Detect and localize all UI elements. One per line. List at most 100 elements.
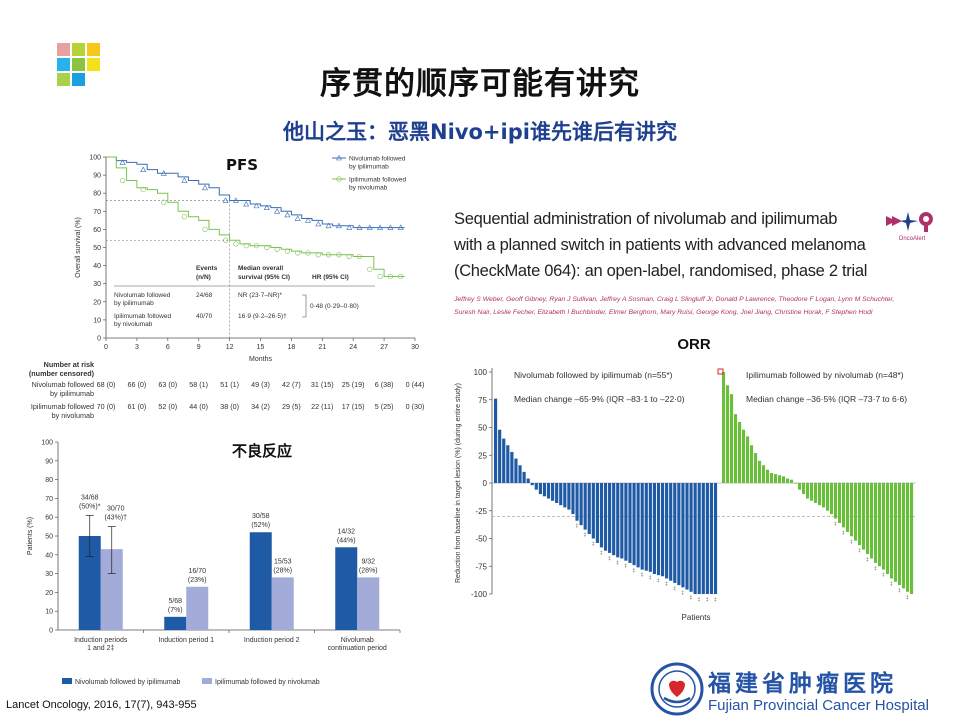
pfs-y-tick-label: 100	[89, 155, 101, 162]
pfs-hr-header: HR (95% CI)	[312, 274, 349, 281]
orr-bar	[518, 465, 522, 483]
orr-bar	[705, 483, 709, 594]
ae-y-tick-label: 20	[45, 590, 53, 597]
orr-bar-annotation: ‡	[850, 539, 853, 545]
orr-series-name: Ipilimumab followed by nivolumab (n=48*)	[746, 370, 904, 380]
pfs-censor-mark	[366, 224, 373, 230]
orr-bar	[673, 483, 677, 583]
pfs-censor-mark	[181, 214, 187, 220]
pfs-x-tick-label: 3	[135, 344, 139, 351]
pfs-median-header: Median overall	[238, 265, 283, 272]
oncoalert-text: OncoAlert	[899, 236, 926, 242]
pfs-legend-label: Ipilimumab followed	[349, 177, 406, 184]
orr-bar	[514, 458, 518, 483]
orr-bar-annotation: ‡	[649, 575, 652, 581]
pfs-series-line	[106, 156, 405, 229]
ae-bar-label: 15/53	[274, 558, 292, 565]
orr-y-tick-label: -50	[475, 535, 487, 544]
orr-bar	[866, 483, 870, 555]
risk-table-row: Nivolumab followed by ipilimumab 68 (0) 66 …	[20, 380, 430, 402]
orr-bar	[652, 483, 657, 575]
risk-table-value: 42 (7)	[282, 380, 301, 389]
pfs-y-tick-label: 10	[93, 317, 101, 324]
ae-y-axis-label: Patients (%)	[27, 517, 34, 555]
orr-series-name: Nivolumab followed by ipilimumab (n=55*)	[514, 370, 673, 380]
pfs-censor-mark	[161, 199, 167, 205]
orr-bar	[838, 483, 842, 523]
orr-bar-annotation: ‡	[834, 522, 837, 528]
pfs-censor-mark	[263, 204, 270, 210]
orr-bar	[555, 483, 559, 503]
orr-bar	[850, 483, 854, 537]
orr-bar	[510, 451, 514, 483]
orr-y-tick-label: -75	[475, 562, 487, 571]
pfs-censor-mark	[284, 248, 290, 254]
ae-category-label: 1 and 2‡	[87, 645, 114, 652]
pfs-censor-mark	[284, 211, 291, 218]
orr-y-tick-label: 50	[478, 424, 487, 433]
pfs-median-header: survival (95% CI)	[238, 274, 290, 281]
orr-y-tick-label: 100	[474, 368, 488, 377]
pfs-censor-mark	[397, 224, 404, 230]
pfs-label: PFS	[226, 156, 259, 174]
pfs-x-tick-label: 18	[288, 344, 296, 351]
pfs-censor-mark	[377, 273, 383, 280]
orr-bar	[551, 483, 555, 501]
orr-bar	[790, 479, 794, 483]
orr-bar	[628, 483, 632, 563]
slide-subtitle: 他山之玉：恶黑Nivo+ipi谁先谁后有讲究	[283, 120, 677, 144]
orr-bar	[878, 483, 882, 567]
pfs-row-events: 40/70	[196, 313, 213, 320]
pfs-censor-mark	[140, 166, 147, 172]
orr-bar	[494, 398, 498, 483]
orr-bar	[697, 483, 701, 594]
logo-square	[72, 43, 85, 56]
paper-authors-line: Suresh Nair, Leslie Fecher, Elizabeth I …	[454, 308, 873, 316]
orr-bar	[734, 414, 738, 483]
risk-table-arm: Nivolumab followed	[31, 380, 94, 389]
pfs-censor-mark	[140, 186, 146, 193]
risk-table-value: 22 (11)	[311, 402, 334, 411]
ae-y-tick-label: 80	[45, 477, 53, 484]
risk-table-value: 0 (30)	[405, 402, 425, 411]
pfs-x-tick-label: 9	[197, 344, 201, 351]
orr-bar	[750, 445, 754, 483]
orr-bar	[502, 438, 506, 483]
risk-table-header-line: Number at risk	[43, 360, 94, 369]
orr-bar	[794, 483, 798, 484]
slide-title: 序贯的顺序可能有讲究	[320, 66, 640, 102]
paper-title-line: (CheckMate 064): an open-label, randomis…	[454, 262, 868, 280]
logo-square	[87, 43, 100, 56]
risk-table-value: 0 (44)	[405, 380, 425, 389]
ae-bar	[186, 586, 209, 630]
orr-bar	[681, 483, 685, 588]
ae-y-tick-label: 30	[45, 571, 53, 578]
pfs-censor-mark	[243, 243, 249, 249]
ae-bar-label: 9/32	[361, 558, 375, 565]
orr-bar-annotation: ‡	[698, 597, 701, 603]
orr-bar	[862, 483, 866, 550]
orr-bar-annotation: ‡	[874, 566, 877, 572]
ae-bar-label: 34/68	[81, 494, 99, 501]
ae-bar	[357, 577, 380, 630]
orr-bar-annotation: ‡	[665, 581, 668, 587]
pfs-events-header: Events	[196, 265, 218, 272]
ae-y-tick-label: 60	[45, 515, 53, 522]
orr-y-axis-label: Reduction from baseline in target lesion…	[455, 383, 462, 583]
pfs-censor-mark	[326, 252, 332, 258]
pfs-censor-mark	[243, 200, 250, 207]
orr-bar-annotation: ‡	[600, 550, 603, 556]
ae-legend-label: Ipilimumab followed by nivolumab	[215, 679, 320, 686]
ae-bar-label: (28%)	[273, 567, 292, 574]
slide-logo	[57, 43, 101, 87]
orr-bar	[616, 483, 620, 558]
pfs-censor-mark	[315, 220, 322, 227]
orr-bar-annotation: ‡	[890, 581, 893, 587]
pfs-censor-mark	[274, 208, 281, 214]
orr-bar-annotation: ‡	[673, 586, 676, 592]
risk-table-value: 61 (0)	[127, 402, 147, 411]
hospital-name-en: Fujian Provincial Cancer Hospital	[708, 697, 929, 714]
pfs-censor-mark	[335, 222, 342, 229]
pfs-censor-mark	[223, 237, 229, 243]
ae-bar	[78, 536, 101, 630]
